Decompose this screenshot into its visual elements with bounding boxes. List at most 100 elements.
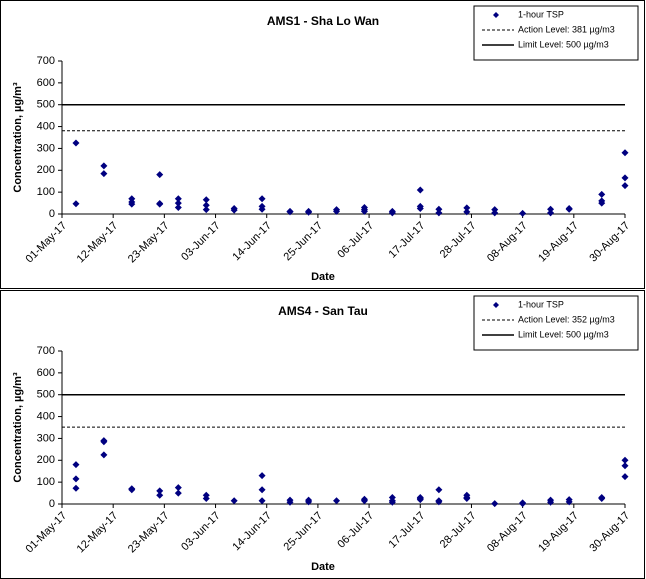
- data-point: [519, 500, 527, 508]
- data-point: [388, 498, 396, 506]
- data-point: [360, 207, 368, 215]
- x-tick-label: 23-May-17: [126, 220, 172, 266]
- y-tick-label: 500: [37, 389, 55, 401]
- data-point: [333, 207, 341, 215]
- data-point: [286, 498, 294, 506]
- y-tick-label: 300: [37, 142, 55, 154]
- data-point: [174, 195, 182, 203]
- x-tick-label: 25-Jun-17: [282, 510, 326, 554]
- legend-box: [473, 5, 639, 61]
- data-point: [360, 497, 368, 505]
- y-tick-label: 300: [37, 432, 55, 444]
- data-point: [519, 209, 527, 217]
- data-point: [202, 201, 210, 209]
- data-point: [435, 205, 443, 213]
- data-point: [463, 208, 471, 216]
- y-tick-label: 600: [37, 77, 55, 89]
- data-point: [416, 186, 424, 194]
- data-point: [258, 486, 266, 494]
- data-point: [598, 199, 606, 207]
- data-point: [547, 205, 555, 213]
- x-tick-label: 17-Jul-17: [387, 220, 428, 261]
- x-tick-label: 19-Aug-17: [536, 510, 581, 555]
- data-point: [258, 205, 266, 213]
- data-point: [621, 462, 629, 470]
- data-point: [128, 486, 136, 494]
- data-point: [156, 491, 164, 499]
- data-point: [435, 209, 443, 217]
- y-tick-label: 100: [37, 186, 55, 198]
- data-point: [72, 484, 80, 492]
- data-point: [258, 497, 266, 505]
- data-point: [598, 495, 606, 503]
- x-tick-label: 03-Jun-17: [179, 510, 223, 554]
- data-point: [72, 200, 80, 208]
- legend-marker: [493, 302, 499, 308]
- x-tick-label: 28-Jul-17: [438, 220, 479, 261]
- y-tick-label: 0: [49, 498, 55, 510]
- x-tick-label: 06-Jul-17: [335, 220, 376, 261]
- x-tick-label: 19-Aug-17: [536, 220, 581, 265]
- data-point: [435, 486, 443, 494]
- legend-label: Action Level: 352 µg/m3: [518, 314, 615, 324]
- data-point: [100, 170, 108, 178]
- data-point: [598, 190, 606, 198]
- x-tick-label: 14-Jun-17: [230, 220, 274, 264]
- data-point: [491, 500, 499, 508]
- x-tick-label: 30-Aug-17: [587, 510, 632, 555]
- y-tick-label: 500: [37, 99, 55, 111]
- x-tick-label: 01-May-17: [24, 220, 70, 266]
- data-point: [156, 200, 164, 208]
- data-point: [174, 489, 182, 497]
- x-tick-label: 01-May-17: [24, 510, 70, 556]
- x-tick-label: 12-May-17: [75, 220, 121, 266]
- x-tick-label: 14-Jun-17: [230, 510, 274, 554]
- data-point: [435, 498, 443, 506]
- y-tick-label: 100: [37, 476, 55, 488]
- x-tick-label: 12-May-17: [75, 510, 121, 556]
- x-tick-label: 03-Jun-17: [179, 220, 223, 264]
- y-axis-label: Concentration, µg/m³: [12, 82, 24, 193]
- data-point: [333, 497, 341, 505]
- y-tick-label: 200: [37, 164, 55, 176]
- chart-title: AMS4 - San Tau: [278, 304, 368, 318]
- data-point: [305, 208, 313, 216]
- data-point: [258, 195, 266, 203]
- data-point: [416, 496, 424, 504]
- x-axis-label: Date: [311, 561, 335, 573]
- x-tick-label: 08-Aug-17: [485, 220, 530, 265]
- y-tick-label: 700: [37, 345, 55, 357]
- legend-label: Action Level: 381 µg/m3: [518, 24, 615, 34]
- data-point: [305, 498, 313, 506]
- data-point: [565, 498, 573, 506]
- data-point: [128, 200, 136, 208]
- data-point: [547, 209, 555, 217]
- data-point: [258, 472, 266, 480]
- data-point: [416, 205, 424, 213]
- y-tick-label: 0: [49, 208, 55, 220]
- data-point: [463, 204, 471, 212]
- legend-label: 1-hour TSP: [518, 9, 564, 19]
- x-axis-label: Date: [311, 271, 335, 283]
- data-point: [174, 484, 182, 492]
- legend-label: Limit Level: 500 µg/m3: [518, 39, 609, 49]
- data-point: [202, 206, 210, 214]
- y-tick-label: 400: [37, 120, 55, 132]
- data-point: [174, 203, 182, 211]
- data-point: [621, 473, 629, 481]
- chart-frame: [0, 0, 645, 289]
- y-tick-label: 700: [37, 55, 55, 67]
- chart-title: AMS1 - Sha Lo Wan: [267, 14, 379, 28]
- y-tick-label: 600: [37, 367, 55, 379]
- data-point: [100, 162, 108, 170]
- legend-label: Limit Level: 500 µg/m3: [518, 329, 609, 339]
- data-point: [100, 451, 108, 459]
- x-tick-label: 17-Jul-17: [387, 510, 428, 551]
- x-tick-label: 08-Aug-17: [485, 510, 530, 555]
- data-point: [621, 456, 629, 464]
- data-point: [286, 208, 294, 216]
- legend-label: 1-hour TSP: [518, 299, 564, 309]
- data-point: [174, 199, 182, 207]
- data-point: [388, 209, 396, 217]
